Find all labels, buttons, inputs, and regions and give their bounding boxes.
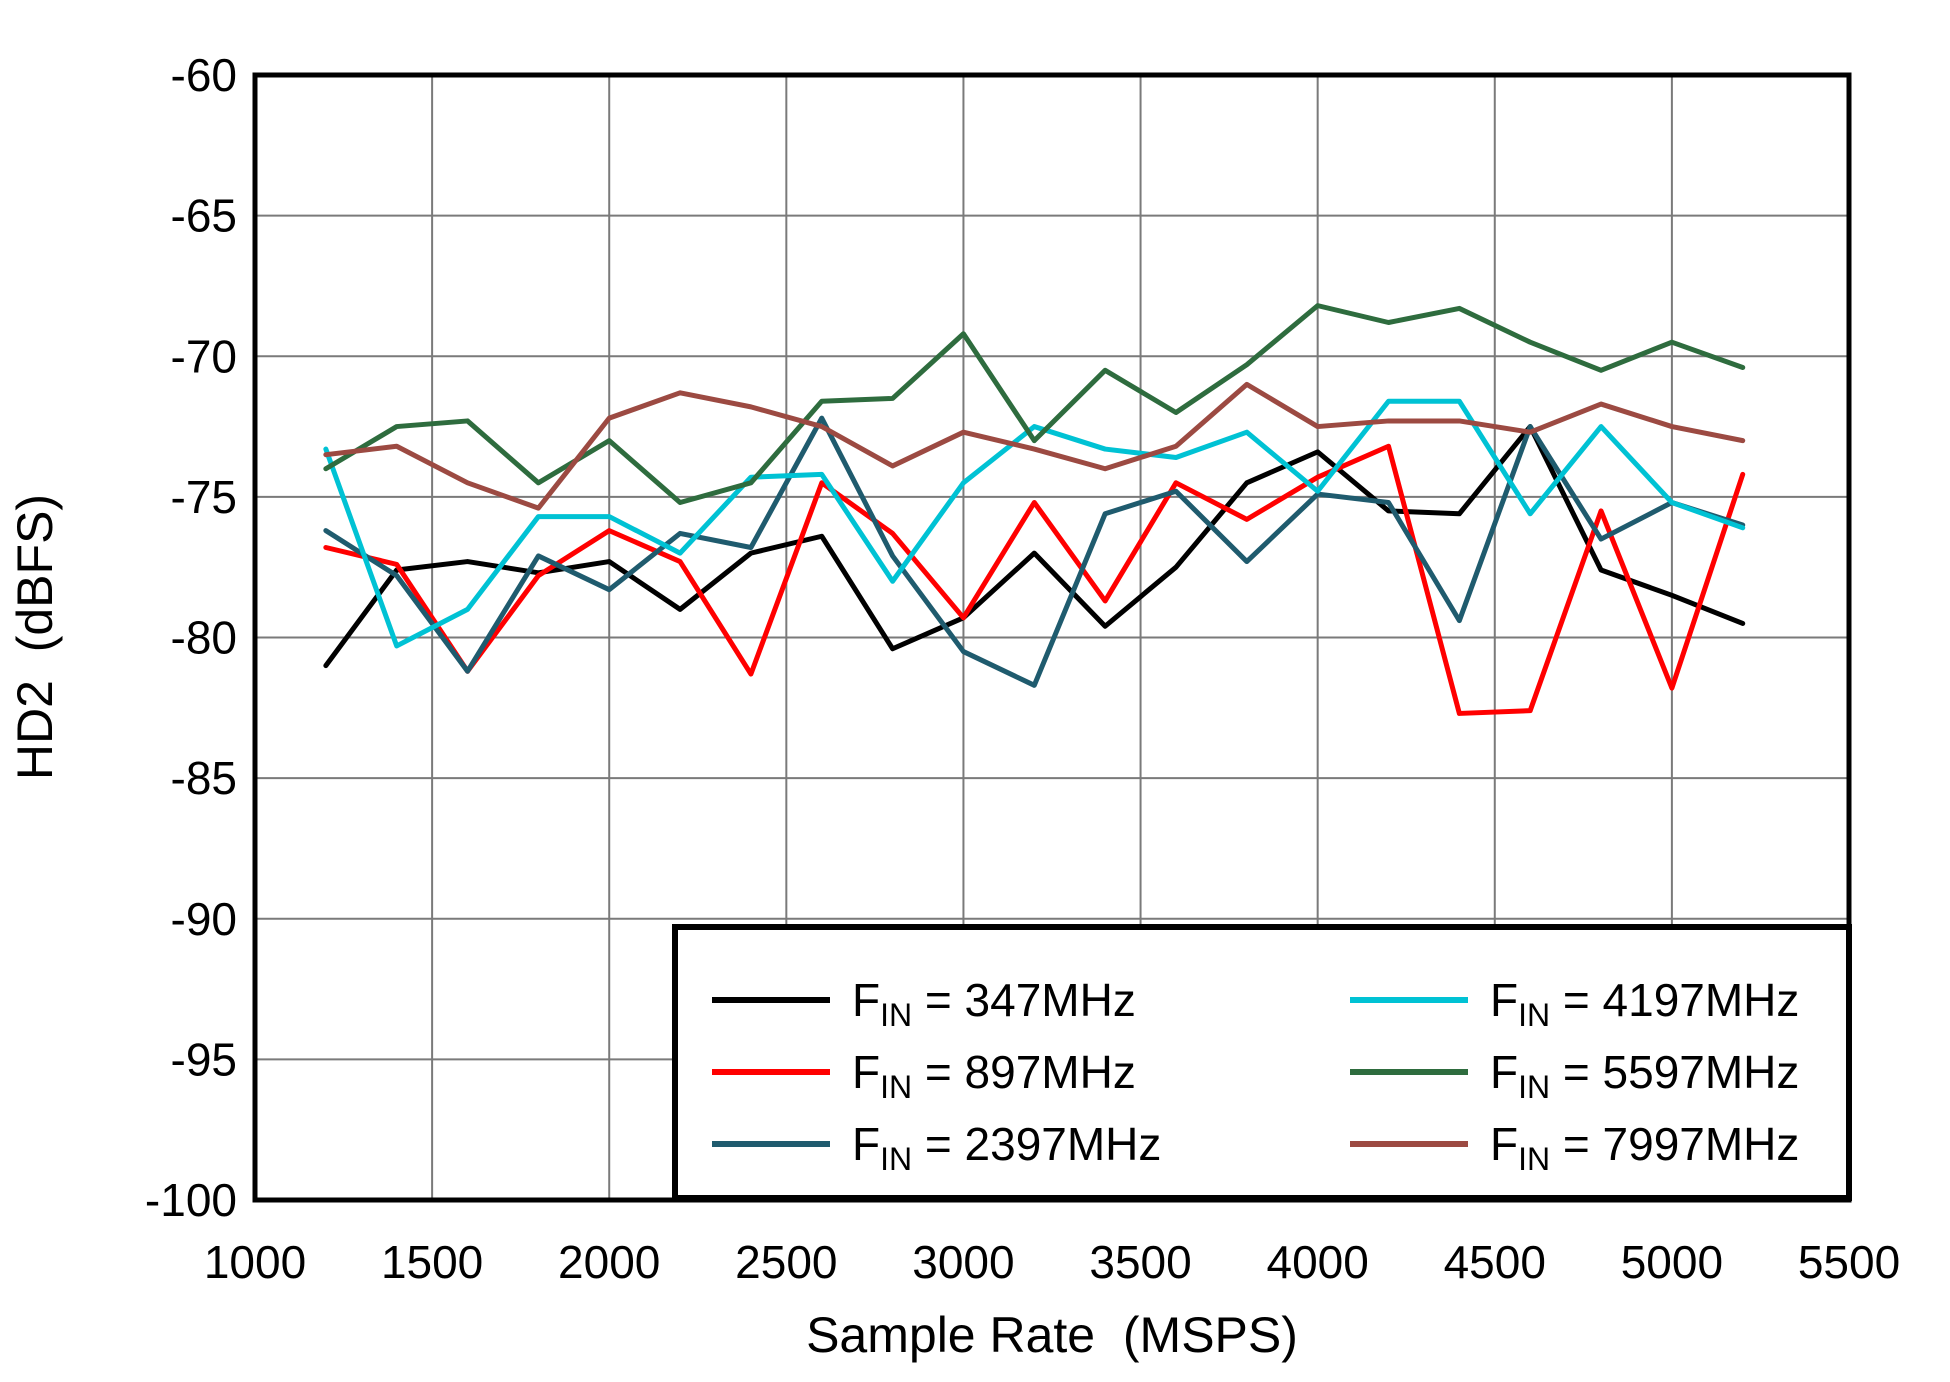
y-tick-label: -85: [171, 752, 237, 804]
chart-root: -100 -95 -90 -85 -80 -75 -70 -65 -60 1000 1500 2000…: [145, 49, 1900, 1288]
x-tick-label: 2000: [558, 1236, 660, 1288]
series-line-fin-5597mhz: [323, 303, 1746, 505]
y-axis-title: HD2 (dBFS): [7, 494, 63, 780]
x-tick-label: 4500: [1444, 1236, 1546, 1288]
legend-label-fin-347mhz: FIN = 347MHz: [852, 974, 1136, 1033]
x-axis-title: Sample Rate (MSPS): [806, 1307, 1298, 1363]
legend-label-fin-2397mhz: FIN = 2397MHz: [852, 1118, 1161, 1177]
legend-box: [672, 924, 1852, 1201]
legend-label-fin-897mhz: FIN = 897MHz: [852, 1046, 1136, 1105]
y-tick-label: -60: [171, 49, 237, 101]
series-line-fin-4197mhz: [323, 398, 1746, 649]
y-tick-label: -100: [145, 1174, 237, 1226]
series-line-fin-2397mhz: [323, 415, 1746, 688]
legend-label-fin-5597mhz: FIN = 5597MHz: [1490, 1046, 1799, 1105]
x-tick-label: 3000: [912, 1236, 1014, 1288]
x-tick-label: 1500: [381, 1236, 483, 1288]
series-line-fin-897mhz: [323, 443, 1746, 716]
y-tick-label: -80: [171, 612, 237, 664]
y-tick-label: -90: [171, 893, 237, 945]
x-tick-label: 5500: [1798, 1236, 1900, 1288]
x-tick-label: 1000: [204, 1236, 306, 1288]
x-tick-label: 5000: [1621, 1236, 1723, 1288]
y-tick-label: -65: [171, 190, 237, 242]
legend-label-fin-7997mhz: FIN = 7997MHz: [1490, 1118, 1799, 1177]
y-tick-label: -70: [171, 330, 237, 382]
y-tick-label: -95: [171, 1033, 237, 1085]
x-tick-label: 2500: [735, 1236, 837, 1288]
series-line-fin-7997mhz: [323, 381, 1746, 511]
x-tick-label: 3500: [1089, 1236, 1191, 1288]
legend-label-fin-4197mhz: FIN = 4197MHz: [1490, 974, 1799, 1033]
x-tick-label: 4000: [1266, 1236, 1368, 1288]
series-line-fin-347mhz: [323, 424, 1746, 669]
y-tick-label: -75: [171, 471, 237, 523]
